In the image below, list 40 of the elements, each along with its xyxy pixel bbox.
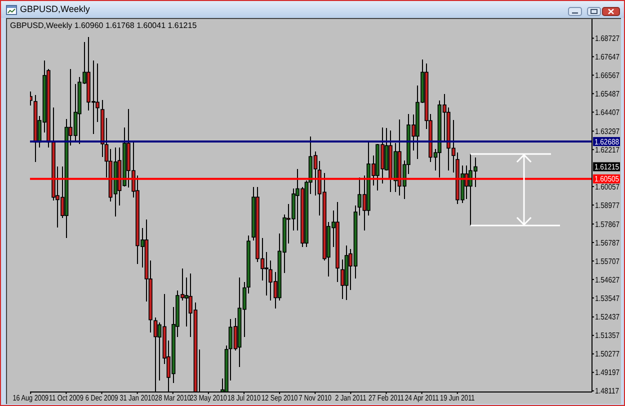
y-tick-label: 1.51357 <box>595 330 620 340</box>
x-tick-label: 27 Feb 2011 <box>368 392 404 403</box>
ref-line-label: 1.60505 <box>594 174 620 184</box>
candlestick <box>34 94 38 163</box>
x-tick-label: 23 May 2010 <box>190 392 227 403</box>
x-tick-label: 2 Jan 2011 <box>335 392 366 403</box>
ref-line-label: 1.62688 <box>594 136 620 146</box>
x-tick-label: 7 Nov 2010 <box>298 392 332 403</box>
y-tick-label: 1.63297 <box>595 126 620 136</box>
candlestick <box>344 245 348 300</box>
y-tick-label: 1.55707 <box>595 256 620 266</box>
y-tick-label: 1.64407 <box>595 107 620 118</box>
x-tick-label: 16 Aug 2009 <box>12 392 49 403</box>
x-tick-label: 31 Jan 2010 <box>120 392 155 403</box>
y-tick-label: 1.50277 <box>595 349 620 359</box>
annotation: 1.61215 <box>594 162 620 172</box>
y-tick-label: 1.54627 <box>595 274 620 284</box>
y-tick-label: 1.48117 <box>595 386 620 396</box>
y-tick-label: 1.58977 <box>595 200 620 210</box>
x-tick-label: 18 Jul 2010 <box>227 392 261 403</box>
y-tick-label: 1.49197 <box>595 368 620 378</box>
x-tick-label: 12 Sep 2010 <box>261 392 298 403</box>
chart-title: GBPUSD,Weekly <box>20 4 90 15</box>
y-tick-label: 1.68727 <box>595 33 620 44</box>
x-tick-label: 19 Jun 2011 <box>440 392 475 403</box>
candlestick <box>336 202 340 283</box>
chart-subtitle: GBPUSD,Weekly 1.60960 1.61768 1.60041 1.61215 <box>10 21 197 30</box>
x-tick-label: 24 Apr 2011 <box>404 392 439 403</box>
x-tick-label: 11 Oct 2009 <box>49 392 84 403</box>
y-tick-label: 1.53547 <box>595 293 620 303</box>
y-tick-label: 1.65487 <box>595 88 620 99</box>
y-tick-label: 1.67647 <box>595 52 620 62</box>
x-tick-label: 28 Mar 2010 <box>154 392 191 403</box>
y-tick-label: 1.66567 <box>595 70 620 80</box>
y-tick-label: 1.57867 <box>595 219 620 229</box>
y-tick-label: 1.56787 <box>595 238 620 248</box>
x-tick-label: 6 Dec 2009 <box>85 392 118 403</box>
y-tick-label: 1.62217 <box>595 144 620 155</box>
y-tick-label: 1.52437 <box>595 312 620 322</box>
y-tick-label: 1.60057 <box>595 182 620 192</box>
